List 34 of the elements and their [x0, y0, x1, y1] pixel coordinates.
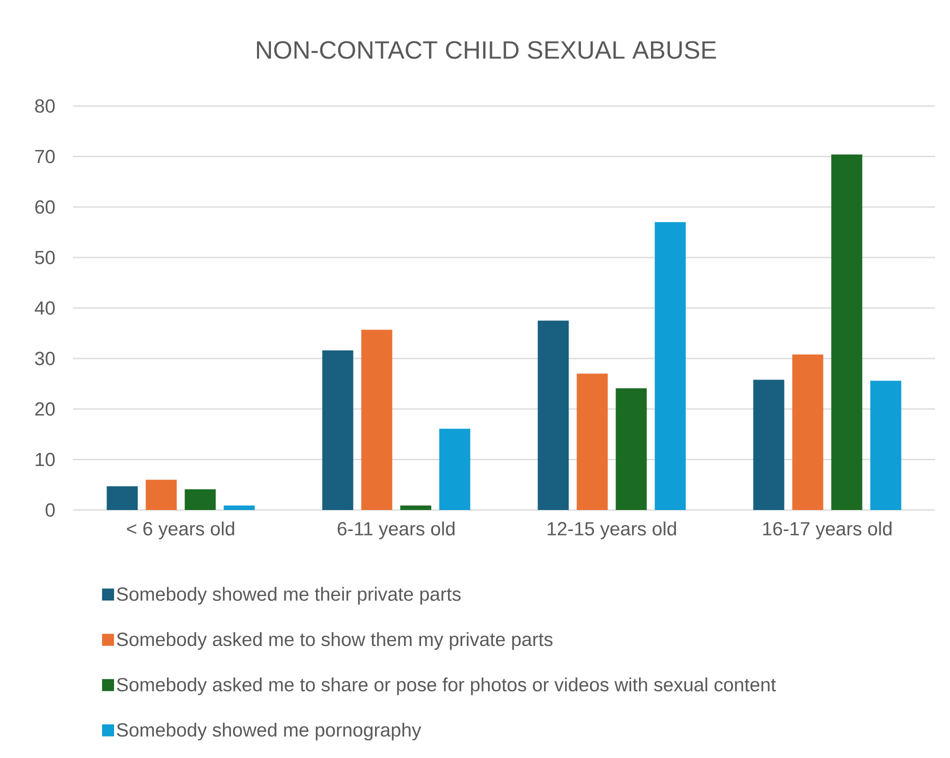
x-tick-label: 6-11 years old — [338, 522, 454, 540]
chart-title: NON-CONTACT CHILD SEXUAL ABUSE — [257, 41, 716, 59]
bar — [400, 505, 432, 510]
bar — [831, 154, 862, 510]
y-tick-label: 10 — [36, 452, 55, 466]
bar — [146, 480, 177, 510]
bar — [439, 428, 470, 510]
bar — [576, 374, 608, 510]
bar — [224, 505, 255, 510]
bar — [870, 380, 902, 510]
y-tick-label: 0 — [46, 503, 55, 517]
bar — [106, 486, 138, 510]
y-tick-label: 60 — [35, 200, 55, 214]
bar — [322, 350, 354, 510]
bar — [361, 330, 392, 510]
bar — [538, 320, 569, 510]
y-tick-label: 30 — [35, 352, 55, 366]
legend-label: Somebody showed me pornography — [116, 722, 422, 740]
y-tick-label: 20 — [35, 402, 55, 416]
bar — [654, 222, 686, 510]
y-tick-label: 70 — [35, 150, 55, 164]
x-tick-label: 16-17 years old — [763, 522, 892, 540]
x-tick-label: 12-15 years old — [548, 522, 676, 540]
legend-label: Somebody asked me to share or pose for photos or videos with sexual content — [116, 677, 776, 696]
legend-label: Somebody asked me to show them my private parts — [116, 632, 553, 650]
legend-label: Somebody showed me their private parts — [116, 586, 461, 605]
bar — [616, 388, 647, 510]
x-tick-label: < 6 years old — [127, 522, 234, 540]
bar — [184, 489, 216, 510]
bar — [753, 380, 784, 510]
y-tick-label: 80 — [35, 99, 55, 113]
bar — [792, 354, 824, 510]
y-tick-label: 50 — [35, 250, 55, 264]
y-tick-label: 40 — [34, 301, 55, 315]
